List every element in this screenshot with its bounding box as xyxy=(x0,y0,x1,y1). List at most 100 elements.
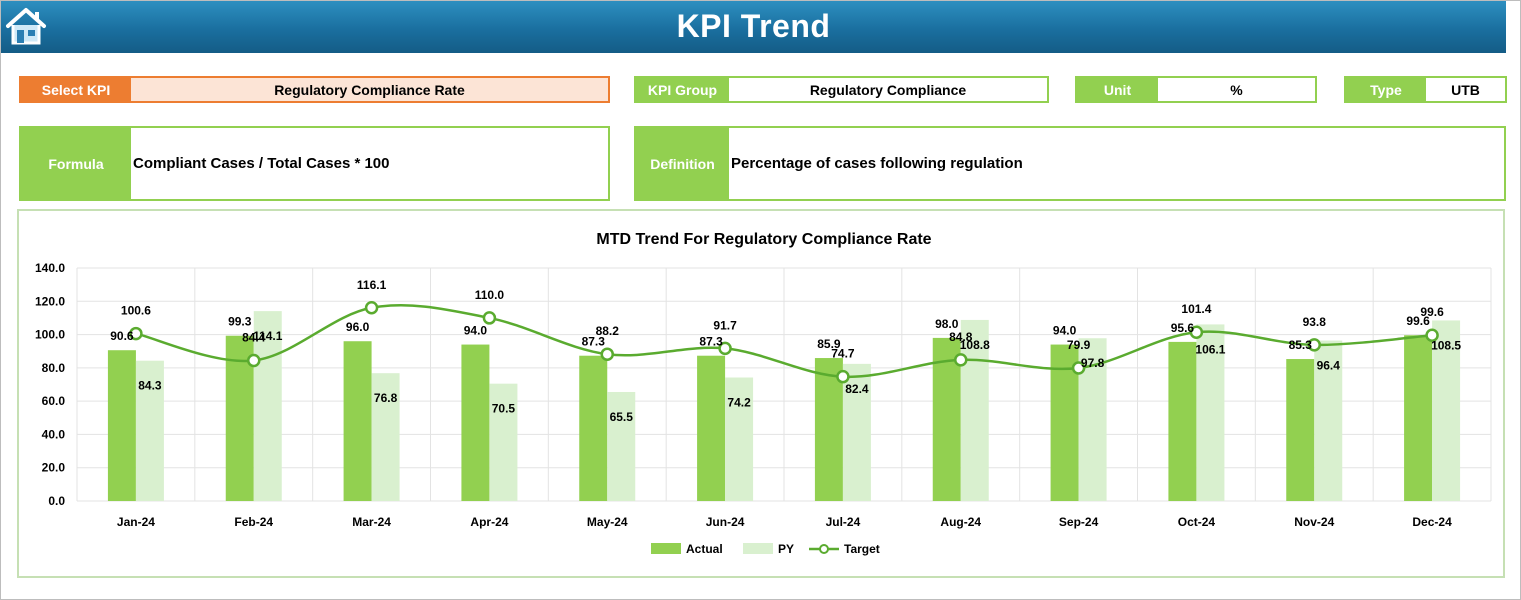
formula-value: Compliant Cases / Total Cases * 100 xyxy=(131,128,608,199)
data-label-py: 108.5 xyxy=(1431,338,1461,352)
data-label-actual: 95.6 xyxy=(1171,321,1195,335)
data-label-actual: 87.3 xyxy=(699,335,723,349)
x-tick-label: Jun-24 xyxy=(706,515,745,529)
gridlines xyxy=(76,267,1492,502)
y-tick-label: 120.0 xyxy=(35,294,65,308)
bar-actual xyxy=(932,337,961,501)
y-tick-label: 60.0 xyxy=(42,394,66,408)
data-label-actual: 98.0 xyxy=(935,317,959,331)
legend: Actual PY Target xyxy=(651,542,880,556)
y-tick-label: 40.0 xyxy=(42,427,66,441)
y-tick-label: 20.0 xyxy=(42,461,66,475)
data-label-target: 84.8 xyxy=(949,330,973,344)
data-label-target: 74.7 xyxy=(831,347,855,361)
target-marker xyxy=(1425,328,1439,342)
type-label: Type xyxy=(1346,78,1426,101)
bar-py xyxy=(489,383,518,501)
data-label-target: 99.6 xyxy=(1420,305,1444,319)
page-title: KPI Trend xyxy=(676,8,831,44)
data-label-actual: 94.0 xyxy=(1053,324,1077,338)
definition-label: Definition xyxy=(636,128,729,199)
x-tick-label: Dec-24 xyxy=(1412,515,1452,529)
y-tick-label: 140.0 xyxy=(35,261,65,275)
y-tick-label: 0.0 xyxy=(48,494,65,508)
target-marker xyxy=(954,353,968,367)
x-tick-label: Jul-24 xyxy=(826,515,861,529)
mtd-trend-chart: MTD Trend For Regulatory Compliance Rate… xyxy=(35,231,1492,556)
target-marker xyxy=(129,326,143,341)
bar-py xyxy=(1432,320,1461,501)
target-marker xyxy=(836,369,850,384)
definition-field: Definition Percentage of cases following… xyxy=(634,126,1506,201)
legend-swatch-py xyxy=(743,543,773,554)
select-kpi-label: Select KPI xyxy=(21,78,131,101)
bar-actual xyxy=(461,344,490,501)
type-value: UTB xyxy=(1426,78,1505,101)
unit-field: Unit % xyxy=(1075,76,1317,103)
data-label-target: 116.1 xyxy=(357,278,387,292)
data-label-target: 93.8 xyxy=(1303,315,1327,329)
target-marker xyxy=(364,301,379,315)
header-bar: KPI Trend xyxy=(1,1,1506,53)
axis-labels: 0.0 20.0 40.0 60.0 80.0 100.0 120.0 140.0 Jan-24… xyxy=(35,261,1452,529)
x-tick-label: Feb-24 xyxy=(234,515,273,529)
x-tick-label: Mar-24 xyxy=(352,515,391,529)
target-marker xyxy=(1071,361,1086,375)
data-label-py: 84.3 xyxy=(138,379,162,393)
kpi-group-field: KPI Group Regulatory Compliance xyxy=(634,76,1049,103)
x-tick-label: Apr-24 xyxy=(470,515,508,529)
target-line-layer xyxy=(129,301,1439,384)
bar-py xyxy=(842,363,871,501)
x-tick-label: Jan-24 xyxy=(117,515,155,529)
data-label-target: 91.7 xyxy=(713,318,737,332)
legend-label-target: Target xyxy=(844,542,880,556)
kpi-group-value: Regulatory Compliance xyxy=(729,78,1047,101)
target-marker xyxy=(482,311,497,325)
data-label-py: 70.5 xyxy=(492,402,516,416)
legend-item-actual: Actual xyxy=(651,542,723,556)
legend-label-actual: Actual xyxy=(686,542,723,556)
y-tick-label: 80.0 xyxy=(42,361,66,375)
target-marker xyxy=(247,353,261,368)
bar-actual xyxy=(107,350,136,501)
data-label-actual: 99.6 xyxy=(1406,314,1430,328)
x-tick-label: Nov-24 xyxy=(1294,515,1334,529)
select-kpi-field[interactable]: Select KPI Regulatory Compliance Rate xyxy=(19,76,610,103)
data-label-target: 84.4 xyxy=(242,331,266,345)
select-kpi-value[interactable]: Regulatory Compliance Rate xyxy=(131,78,608,101)
legend-item-target: Target xyxy=(809,542,880,556)
data-label-py: 76.8 xyxy=(374,391,398,405)
data-label-py: 65.5 xyxy=(610,410,634,424)
data-label-actual: 96.0 xyxy=(346,320,370,334)
unit-label: Unit xyxy=(1077,78,1158,101)
bar-actual xyxy=(343,341,372,501)
formula-label: Formula xyxy=(21,128,131,199)
data-label-py: 108.8 xyxy=(960,338,990,352)
legend-swatch-target-marker xyxy=(819,544,829,554)
y-tick-label: 100.0 xyxy=(35,328,65,342)
bar-py xyxy=(1314,340,1343,501)
chart-title: MTD Trend For Regulatory Compliance Rate xyxy=(596,231,931,248)
type-field: Type UTB xyxy=(1344,76,1507,103)
x-tick-label: May-24 xyxy=(587,515,628,529)
data-label-target: 79.9 xyxy=(1067,338,1091,352)
legend-item-py: PY xyxy=(743,542,794,556)
data-label-actual: 85.3 xyxy=(1289,338,1313,352)
data-label-actual: 90.6 xyxy=(110,329,134,343)
bars xyxy=(107,311,1461,501)
bar-py xyxy=(253,311,282,501)
target-marker xyxy=(718,341,732,356)
unit-value: % xyxy=(1158,78,1315,101)
data-label-target: 88.2 xyxy=(596,324,620,338)
kpi-group-label: KPI Group xyxy=(636,78,729,101)
data-label-actual: 94.0 xyxy=(464,324,488,338)
bar-py xyxy=(960,319,989,501)
target-line xyxy=(135,304,1433,379)
home-icon[interactable] xyxy=(4,5,48,47)
data-label-target: 110.0 xyxy=(475,288,505,302)
bar-actual xyxy=(1168,341,1197,501)
bar-py xyxy=(725,377,754,501)
data-label-py: 74.2 xyxy=(727,396,751,410)
data-label-actual: 99.3 xyxy=(228,315,252,329)
